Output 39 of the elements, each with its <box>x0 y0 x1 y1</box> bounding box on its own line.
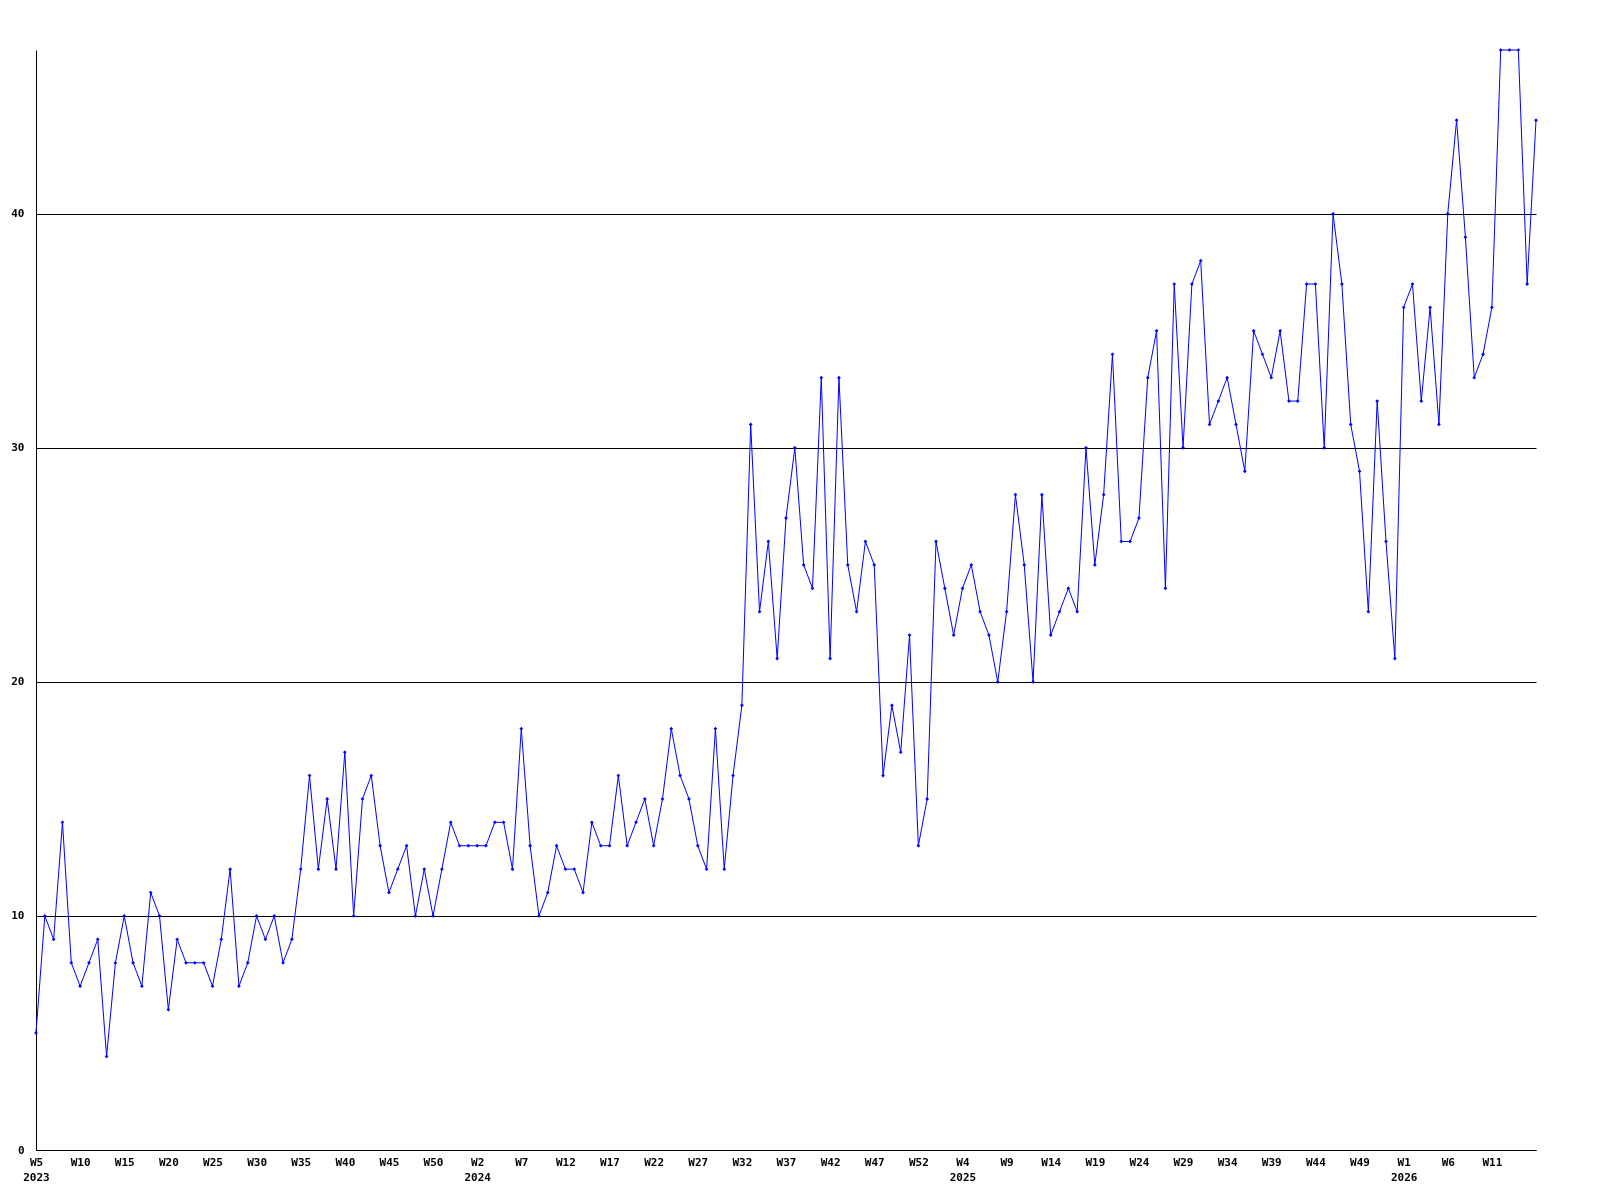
x-tick-label: W37 <box>776 1155 797 1169</box>
x-tick-label: W40 <box>335 1155 356 1169</box>
x-tick-label: W45 <box>379 1155 400 1169</box>
x-tick-label: W12 <box>555 1155 576 1169</box>
x-tick-label: W14 <box>1041 1155 1062 1169</box>
x-tick-label: W19 <box>1085 1155 1106 1169</box>
x-tick-label: W39 <box>1261 1155 1282 1169</box>
x-tick-label: W42 <box>820 1155 841 1169</box>
x-tick-label: W29 <box>1173 1155 1194 1169</box>
x-tick-label: W52 <box>908 1155 929 1169</box>
x-tick-label: W50 <box>423 1155 444 1169</box>
y-tick-label: 40 <box>11 207 25 221</box>
x-tick-label: W30 <box>247 1155 268 1169</box>
x-tick-label: W44 <box>1305 1155 1327 1169</box>
x-tick-label: W10 <box>70 1155 91 1169</box>
x-tick-label: W35 <box>291 1155 312 1169</box>
x-tick-label: W34 <box>1217 1155 1238 1169</box>
x-tick-label: W22 <box>644 1155 665 1169</box>
x-tick-label: W47 <box>864 1155 885 1169</box>
x-tick-label: W15 <box>114 1155 135 1169</box>
x-tick-label: W24 <box>1129 1155 1150 1169</box>
x-tick-label: W6 <box>1441 1155 1456 1169</box>
x-tick-label: W1 2026 <box>1390 1155 1418 1184</box>
y-tick-label: 20 <box>11 675 25 689</box>
x-tick-label: W27 <box>688 1155 709 1169</box>
y-tick-label: 10 <box>11 909 25 923</box>
y-tick-label: 0 <box>17 1143 25 1157</box>
x-tick-label: W4 2025 <box>949 1155 977 1184</box>
x-tick-label: W17 <box>600 1155 620 1169</box>
x-tick-label: W9 <box>1000 1155 1014 1169</box>
x-tick-label: W49 <box>1350 1155 1370 1169</box>
x-tick-label: W20 <box>158 1155 179 1169</box>
y-tick-label: 30 <box>11 441 25 455</box>
x-tick-label: W25 <box>203 1155 223 1169</box>
x-tick-label: W11 <box>1482 1155 1503 1169</box>
x-tick-label: W7 <box>515 1155 529 1169</box>
x-tick-label: W2 2024 <box>464 1155 492 1184</box>
x-tick-label: W5 2023 <box>23 1155 50 1184</box>
x-tick-label: W32 <box>732 1155 753 1169</box>
